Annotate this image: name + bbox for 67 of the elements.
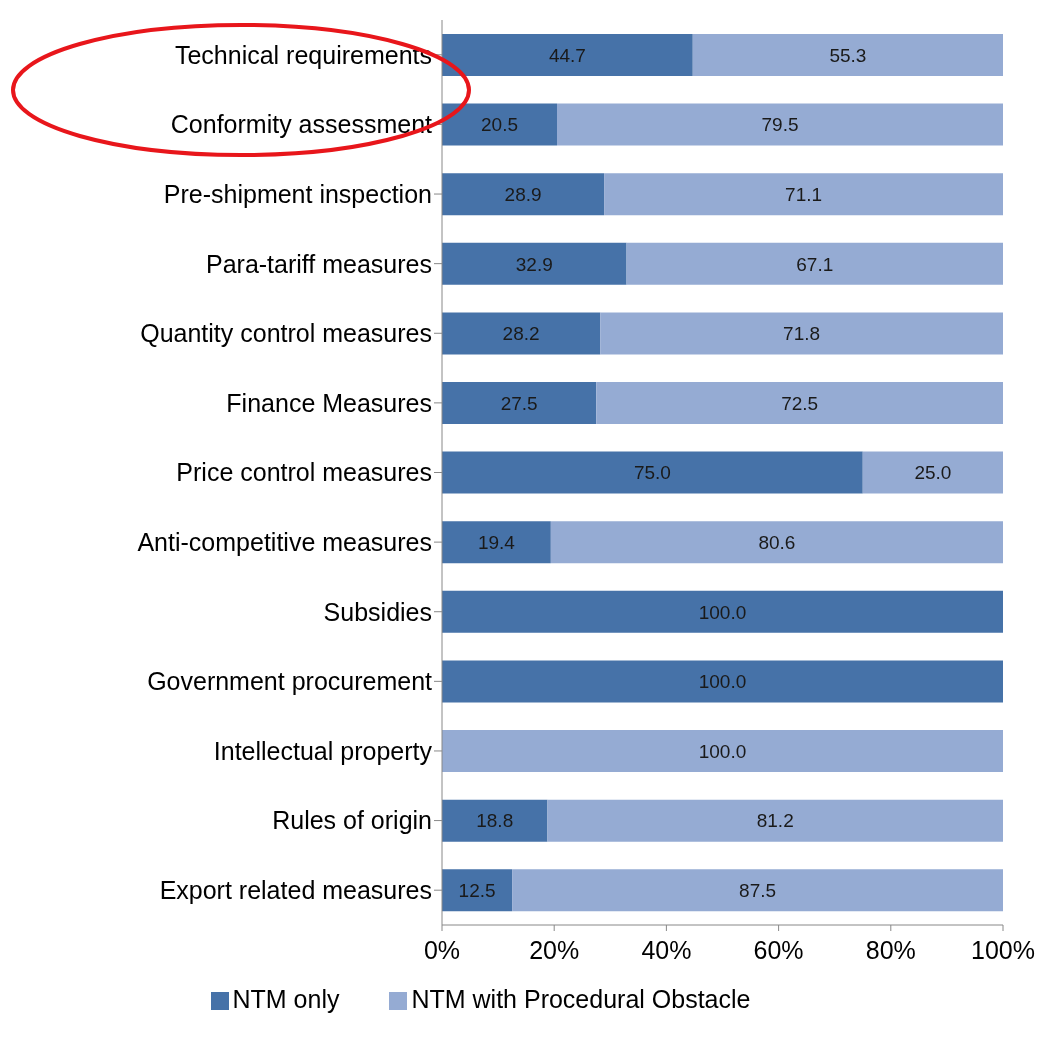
y-tick-label: Conformity assessment [170,110,433,139]
legend-label: NTM only [232,985,340,1013]
data-label: 100.0 [698,601,747,623]
legend-label: NTM with Procedural Obstacle [411,985,751,1013]
data-label: 32.9 [515,253,553,275]
bar [442,521,551,564]
bar [442,730,1003,773]
bar [600,312,1003,355]
y-tick-label: Pre-shipment inspection [163,179,432,208]
bar [442,312,601,355]
bar [692,33,1003,76]
bar [626,242,1003,285]
data-label: 27.5 [500,392,538,414]
bar [547,799,1003,842]
data-label: 79.5 [761,114,799,136]
data-label: 12.5 [458,880,496,902]
bar [442,382,597,424]
bar [557,103,1003,146]
bar [442,242,627,285]
data-label: 87.5 [739,880,777,902]
data-label: 71.1 [785,183,823,205]
data-label: 55.3 [829,44,867,66]
data-label: 71.8 [783,323,821,345]
bar [442,103,558,146]
data-label: 44.7 [548,44,586,66]
y-tick-label: Export related measures [159,876,432,905]
x-tick-label: 0% [423,935,461,964]
data-label: 75.0 [633,462,671,484]
x-tick-label: 40% [641,935,692,964]
data-label: 25.0 [914,462,952,484]
y-tick-label: Quantity control measures [140,319,432,348]
data-label: 28.9 [504,183,542,205]
bar [596,382,1003,424]
bar [442,451,863,494]
y-tick-label: Rules of origin [272,806,432,835]
bar [442,660,1003,703]
data-label: 67.1 [796,253,834,275]
y-tick-label: Subsidies [323,597,432,626]
x-tick-label: 80% [865,935,916,964]
bar [442,869,513,912]
bar [442,33,693,76]
bar [512,869,1003,912]
data-label: 100.0 [698,671,747,693]
data-label: 20.5 [481,114,518,136]
data-label: 19.4 [477,531,516,553]
data-label: 100.0 [698,740,747,762]
data-label: 81.2 [756,810,794,832]
data-label: 28.2 [502,323,540,345]
data-label: 72.5 [781,392,819,414]
y-tick-label: Price control measures [176,458,432,487]
y-tick-label: Intellectual property [213,736,433,765]
bar [604,173,1003,216]
bar [442,590,1003,633]
bar [442,799,548,842]
y-tick-label: Government procurement [147,667,433,696]
y-tick-label: Anti-competitive measures [137,527,432,556]
bar [442,173,605,216]
x-tick-label: 20% [529,935,580,964]
data-label: 80.6 [758,531,796,553]
y-tick-label: Finance Measures [226,388,432,417]
data-label: 18.8 [476,810,514,832]
x-tick-label: 60% [753,935,804,964]
y-tick-label: Para-tariff measures [205,249,432,278]
bar [862,451,1003,494]
x-tick-label: 100% [971,935,1035,964]
y-tick-label: Technical requirements [174,40,432,69]
bar [550,521,1003,564]
